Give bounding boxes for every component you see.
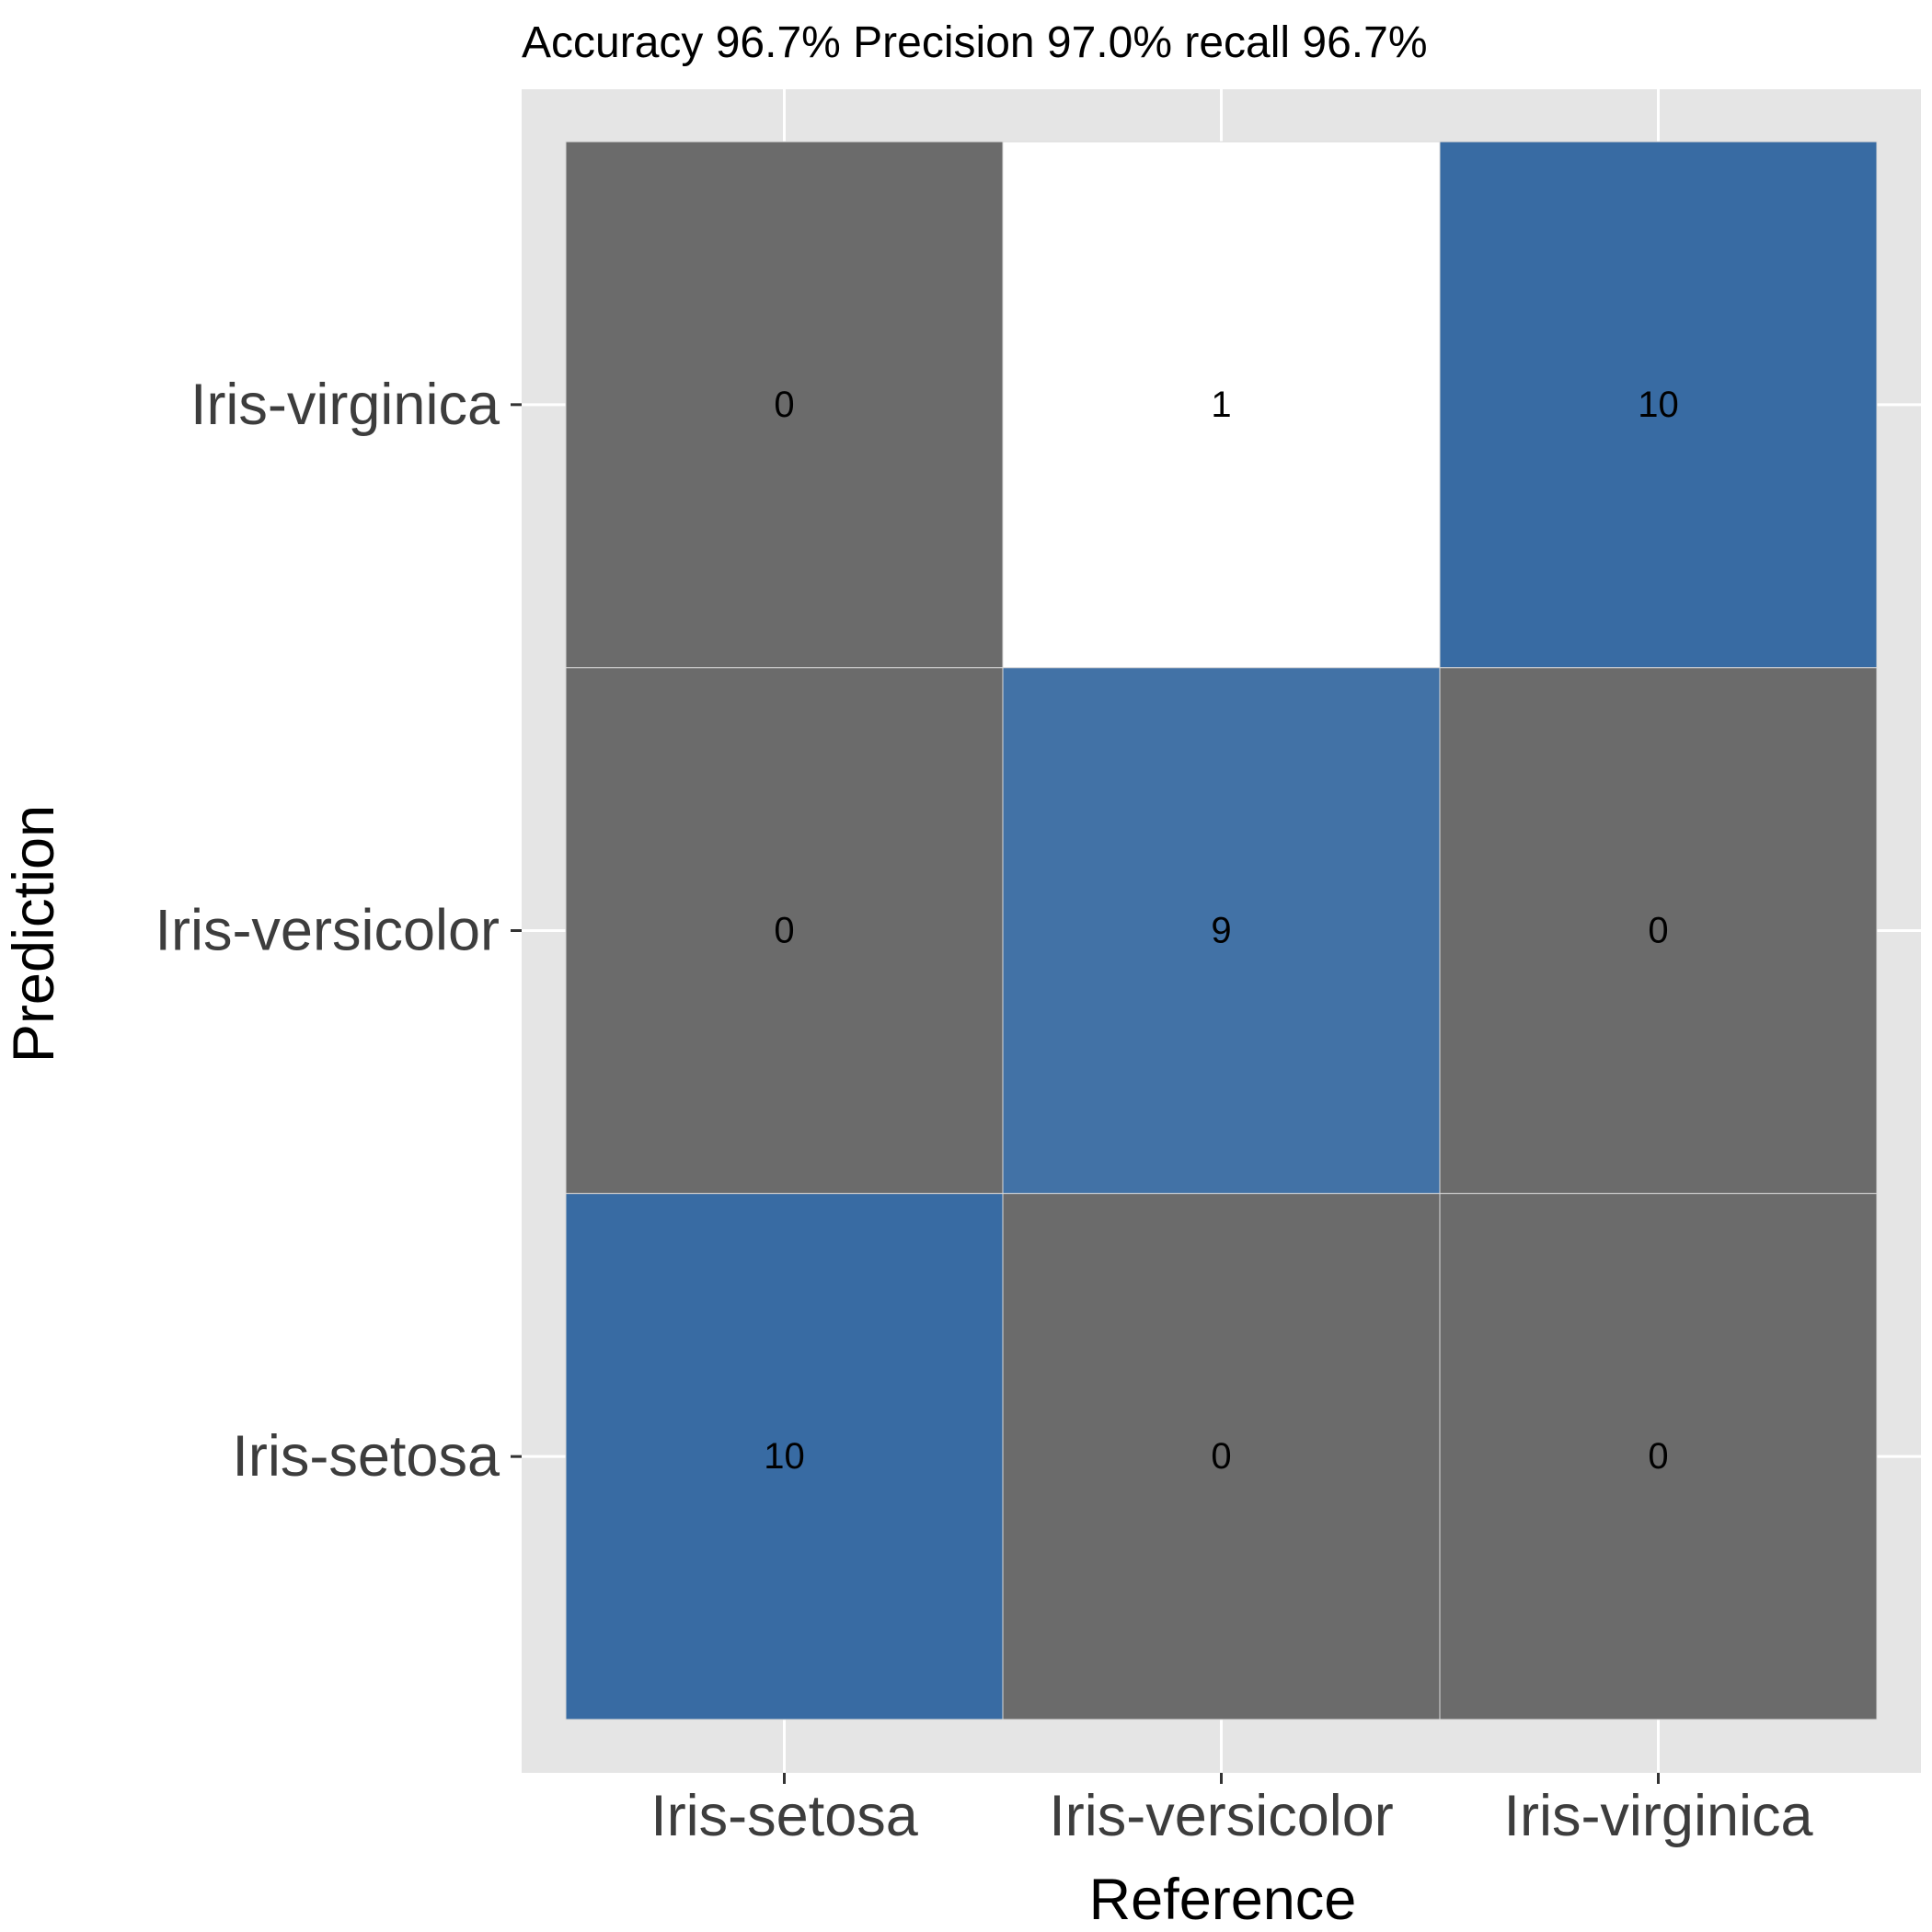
heatmap-tile bbox=[1002, 141, 1441, 669]
heatmap-tile bbox=[1002, 1192, 1441, 1720]
cell-value-label: 1 bbox=[1211, 385, 1231, 425]
heatmap-tile bbox=[565, 667, 1004, 1194]
heatmap-tile bbox=[565, 1192, 1004, 1720]
x-tick-label: Iris-virginica bbox=[1503, 1784, 1813, 1848]
axis-ticks: Iris-setosa Iris-versicolor Iris-virginica… bbox=[155, 373, 1813, 1848]
y-tick-label: Iris-setosa bbox=[232, 1424, 500, 1489]
x-tick-label: Iris-setosa bbox=[650, 1784, 919, 1848]
heatmap-tiles: 10 0 0 0 9 0 0 1 10 bbox=[565, 141, 1878, 1720]
chart-title: Accuracy 96.7% Precision 97.0% recall 96… bbox=[522, 18, 1428, 67]
y-tick-label: Iris-virginica bbox=[190, 373, 500, 437]
x-axis-title: Reference bbox=[1089, 1868, 1357, 1932]
cell-value-label: 10 bbox=[764, 1436, 805, 1477]
x-tick-label: Iris-versicolor bbox=[1049, 1784, 1394, 1848]
heatmap-tile bbox=[1002, 667, 1441, 1194]
cell-value-label: 9 bbox=[1211, 911, 1231, 951]
heatmap-tile bbox=[565, 141, 1004, 669]
y-axis-title: Prediction bbox=[2, 805, 66, 1063]
cell-value-label: 0 bbox=[774, 911, 794, 951]
cell-value-label: 0 bbox=[774, 385, 794, 425]
cell-value-label: 10 bbox=[1638, 385, 1679, 425]
cell-value-label: 0 bbox=[1211, 1436, 1231, 1477]
y-tick-label: Iris-versicolor bbox=[155, 899, 500, 963]
heatmap-tile bbox=[1439, 141, 1878, 669]
cell-value-label: 0 bbox=[1648, 911, 1668, 951]
cell-value-label: 0 bbox=[1648, 1436, 1668, 1477]
heatmap-tile bbox=[1439, 667, 1878, 1194]
